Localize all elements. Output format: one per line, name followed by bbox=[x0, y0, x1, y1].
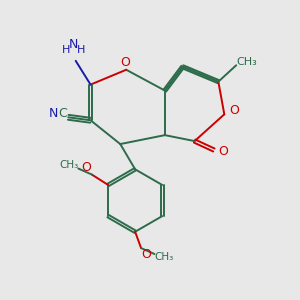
Text: O: O bbox=[121, 56, 130, 69]
Text: CH₃: CH₃ bbox=[60, 160, 79, 170]
Text: CH₃: CH₃ bbox=[236, 57, 257, 67]
Text: O: O bbox=[142, 248, 152, 261]
Text: C: C bbox=[58, 107, 67, 120]
Text: CH₃: CH₃ bbox=[154, 252, 174, 262]
Text: H: H bbox=[76, 44, 85, 55]
Text: H: H bbox=[62, 44, 70, 55]
Text: N: N bbox=[49, 107, 58, 120]
Text: O: O bbox=[229, 104, 239, 117]
Text: N: N bbox=[69, 38, 78, 51]
Text: O: O bbox=[218, 145, 228, 158]
Text: O: O bbox=[82, 161, 92, 175]
